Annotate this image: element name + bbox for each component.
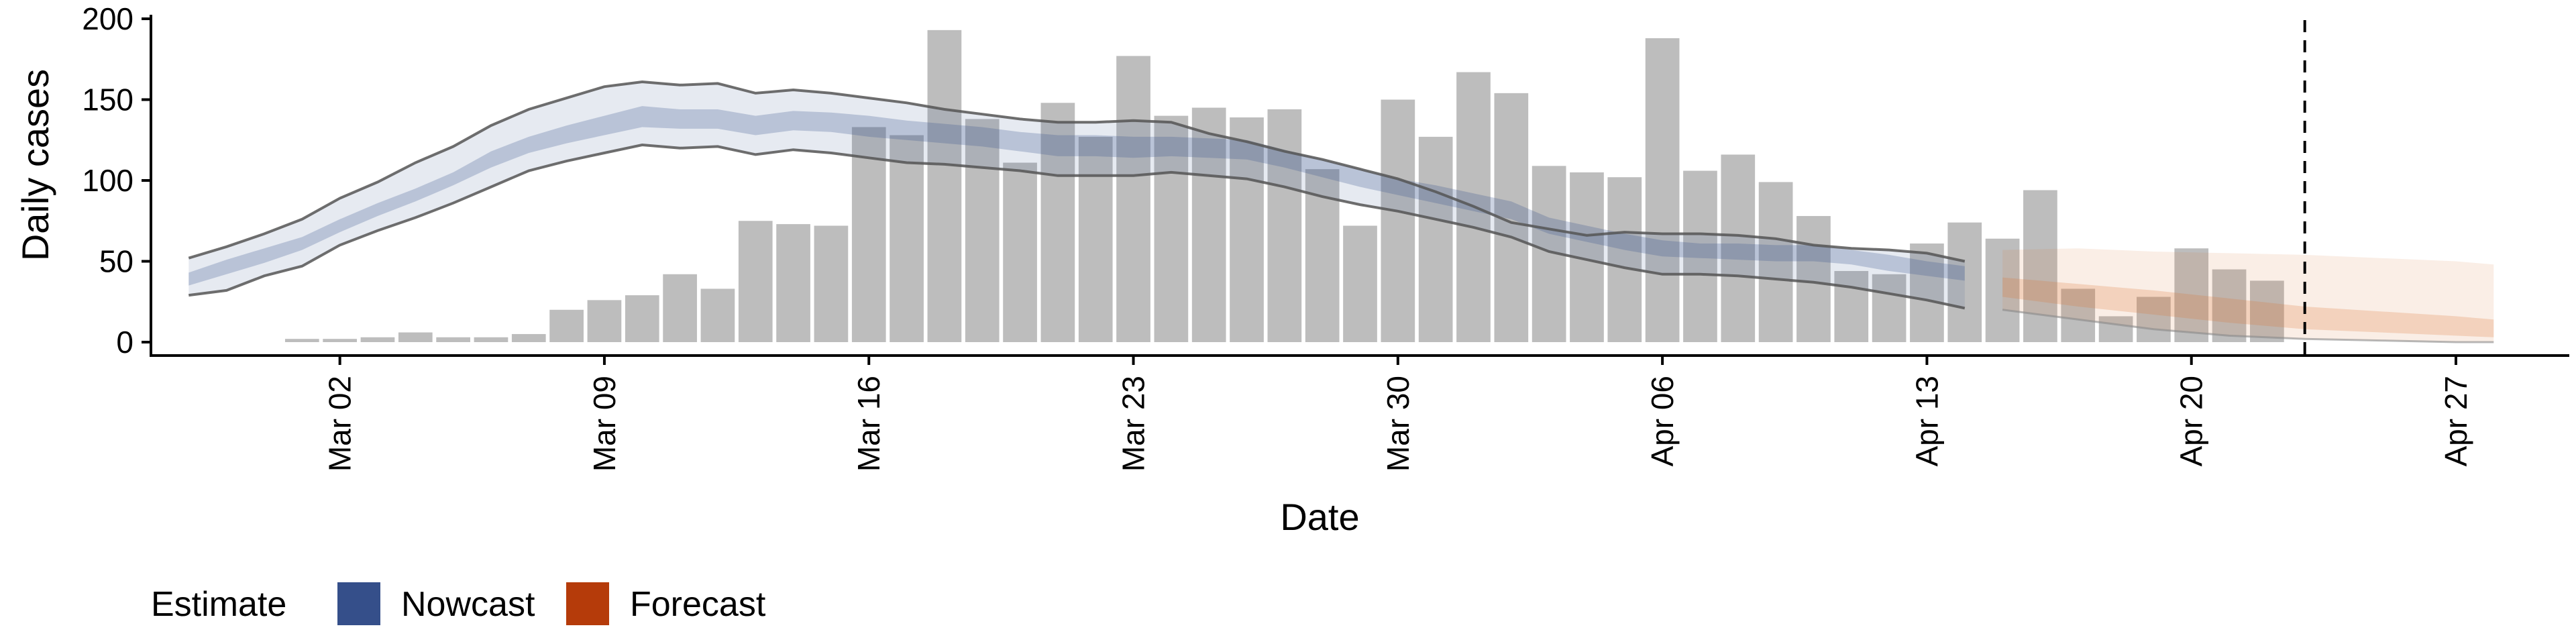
bar-2020-03-17 — [890, 135, 924, 342]
bar-2020-03-03 — [360, 337, 395, 342]
bar-2020-04-08 — [1721, 154, 1756, 342]
legend-label-nowcast: Nowcast — [401, 585, 535, 624]
bar-2020-04-15 — [1985, 238, 2020, 342]
x-axis: Mar 02 Mar 09 Mar 16 Mar 23 Mar 30 Apr 06 Apr … — [150, 354, 2569, 538]
bar-2020-03-16 — [851, 127, 886, 342]
x-tick-label-2020-03-09: Mar 09 — [587, 376, 622, 472]
x-tick-label-2020-03-16: Mar 16 — [851, 376, 886, 472]
bar-2020-03-31 — [1418, 136, 1453, 342]
bar-2020-03-06 — [474, 337, 508, 342]
nowcast-lower-line — [189, 143, 1966, 310]
y-tick-label-0: 0 — [116, 325, 133, 360]
bar-2020-04-09 — [1758, 182, 1793, 342]
bar-2020-04-19 — [2137, 297, 2171, 342]
x-tick-label-2020-04-13: Apr 13 — [1909, 376, 1944, 467]
y-ticks: 0 50 100 150 200 — [82, 1, 151, 360]
bar-2020-03-15 — [814, 225, 849, 342]
bar-2020-04-18 — [2098, 316, 2133, 342]
x-tick-label-2020-03-02: Mar 02 — [323, 376, 358, 472]
bar-2020-03-25 — [1191, 107, 1226, 343]
y-tick-label-200: 200 — [82, 1, 133, 36]
x-tick-label-2020-04-20: Apr 20 — [2174, 376, 2209, 467]
bar-2020-04-11 — [1834, 270, 1869, 342]
nowcast-inner-band — [189, 106, 1965, 286]
x-ticks: Mar 02 Mar 09 Mar 16 Mar 23 Mar 30 Apr 06 Apr … — [323, 356, 2473, 472]
bar-2020-03-11 — [663, 274, 697, 342]
bar-2020-04-22 — [2250, 280, 2284, 342]
x-tick-label-2020-03-23: Mar 23 — [1116, 376, 1151, 472]
bands — [188, 80, 2494, 343]
y-axis: 0 50 100 150 200 Daily cases — [14, 1, 152, 360]
bar-2020-03-24 — [1154, 115, 1189, 342]
legend: Estimate Nowcast Forecast — [151, 582, 766, 625]
x-tick-label-2020-04-06: Apr 06 — [1645, 376, 1680, 467]
y-axis-title: Daily cases — [14, 69, 56, 261]
bar-2020-04-05 — [1607, 177, 1642, 342]
forecast-lower-line — [2002, 309, 2494, 343]
bar-2020-03-27 — [1267, 109, 1302, 342]
plot-area — [188, 20, 2494, 356]
bar-2020-03-20 — [1003, 162, 1037, 343]
bar-2020-04-21 — [2212, 269, 2247, 342]
y-tick-label-100: 100 — [82, 163, 133, 198]
bar-2020-03-29 — [1343, 225, 1377, 342]
y-tick-label-150: 150 — [82, 83, 133, 117]
bar-2020-03-02 — [323, 339, 357, 342]
legend-title: Estimate — [151, 585, 286, 624]
bar-2020-03-14 — [776, 224, 810, 342]
bar-2020-03-19 — [965, 119, 1000, 343]
bar-2020-04-10 — [1796, 216, 1831, 342]
bar-2020-03-30 — [1381, 99, 1415, 342]
y-tick-label-50: 50 — [99, 244, 133, 279]
bar-2020-03-22 — [1078, 136, 1113, 342]
x-axis-title: Date — [1280, 496, 1359, 538]
forecast-inner-band — [2002, 277, 2494, 337]
bar-2020-03-05 — [436, 337, 470, 342]
bar-2020-03-07 — [511, 333, 546, 342]
legend-label-forecast: Forecast — [630, 585, 766, 624]
bar-2020-04-07 — [1683, 170, 1717, 342]
bar-2020-03-04 — [398, 332, 433, 342]
bar-2020-04-20 — [2174, 248, 2209, 342]
forecast-outer-band — [2002, 248, 2494, 342]
nowcast-upper-line — [188, 80, 1966, 263]
bar-2020-03-18 — [927, 30, 962, 343]
legend-swatch-nowcast — [337, 582, 380, 625]
bar-2020-04-17 — [2061, 288, 2096, 342]
nowcast-outer-band — [189, 82, 1965, 309]
bar-2020-03-09 — [587, 300, 622, 342]
x-tick-label-2020-04-27: Apr 27 — [2438, 376, 2473, 467]
bar-2020-03-13 — [738, 221, 773, 342]
bar-2020-03-23 — [1116, 56, 1150, 343]
bar-2020-03-10 — [625, 295, 659, 342]
x-tick-label-2020-03-30: Mar 30 — [1381, 376, 1415, 472]
bar-2020-03-26 — [1230, 117, 1264, 342]
bar-2020-04-14 — [1947, 222, 1982, 342]
bar-2020-04-13 — [1910, 243, 1944, 342]
bar-2020-04-06 — [1645, 38, 1680, 343]
bar-2020-03-01 — [284, 339, 319, 342]
bar-2020-03-12 — [700, 288, 735, 342]
bars — [284, 30, 2284, 343]
bar-2020-03-08 — [549, 309, 584, 342]
legend-swatch-forecast — [566, 582, 609, 625]
bar-2020-03-21 — [1040, 103, 1075, 342]
bar-2020-04-12 — [1872, 274, 1907, 342]
